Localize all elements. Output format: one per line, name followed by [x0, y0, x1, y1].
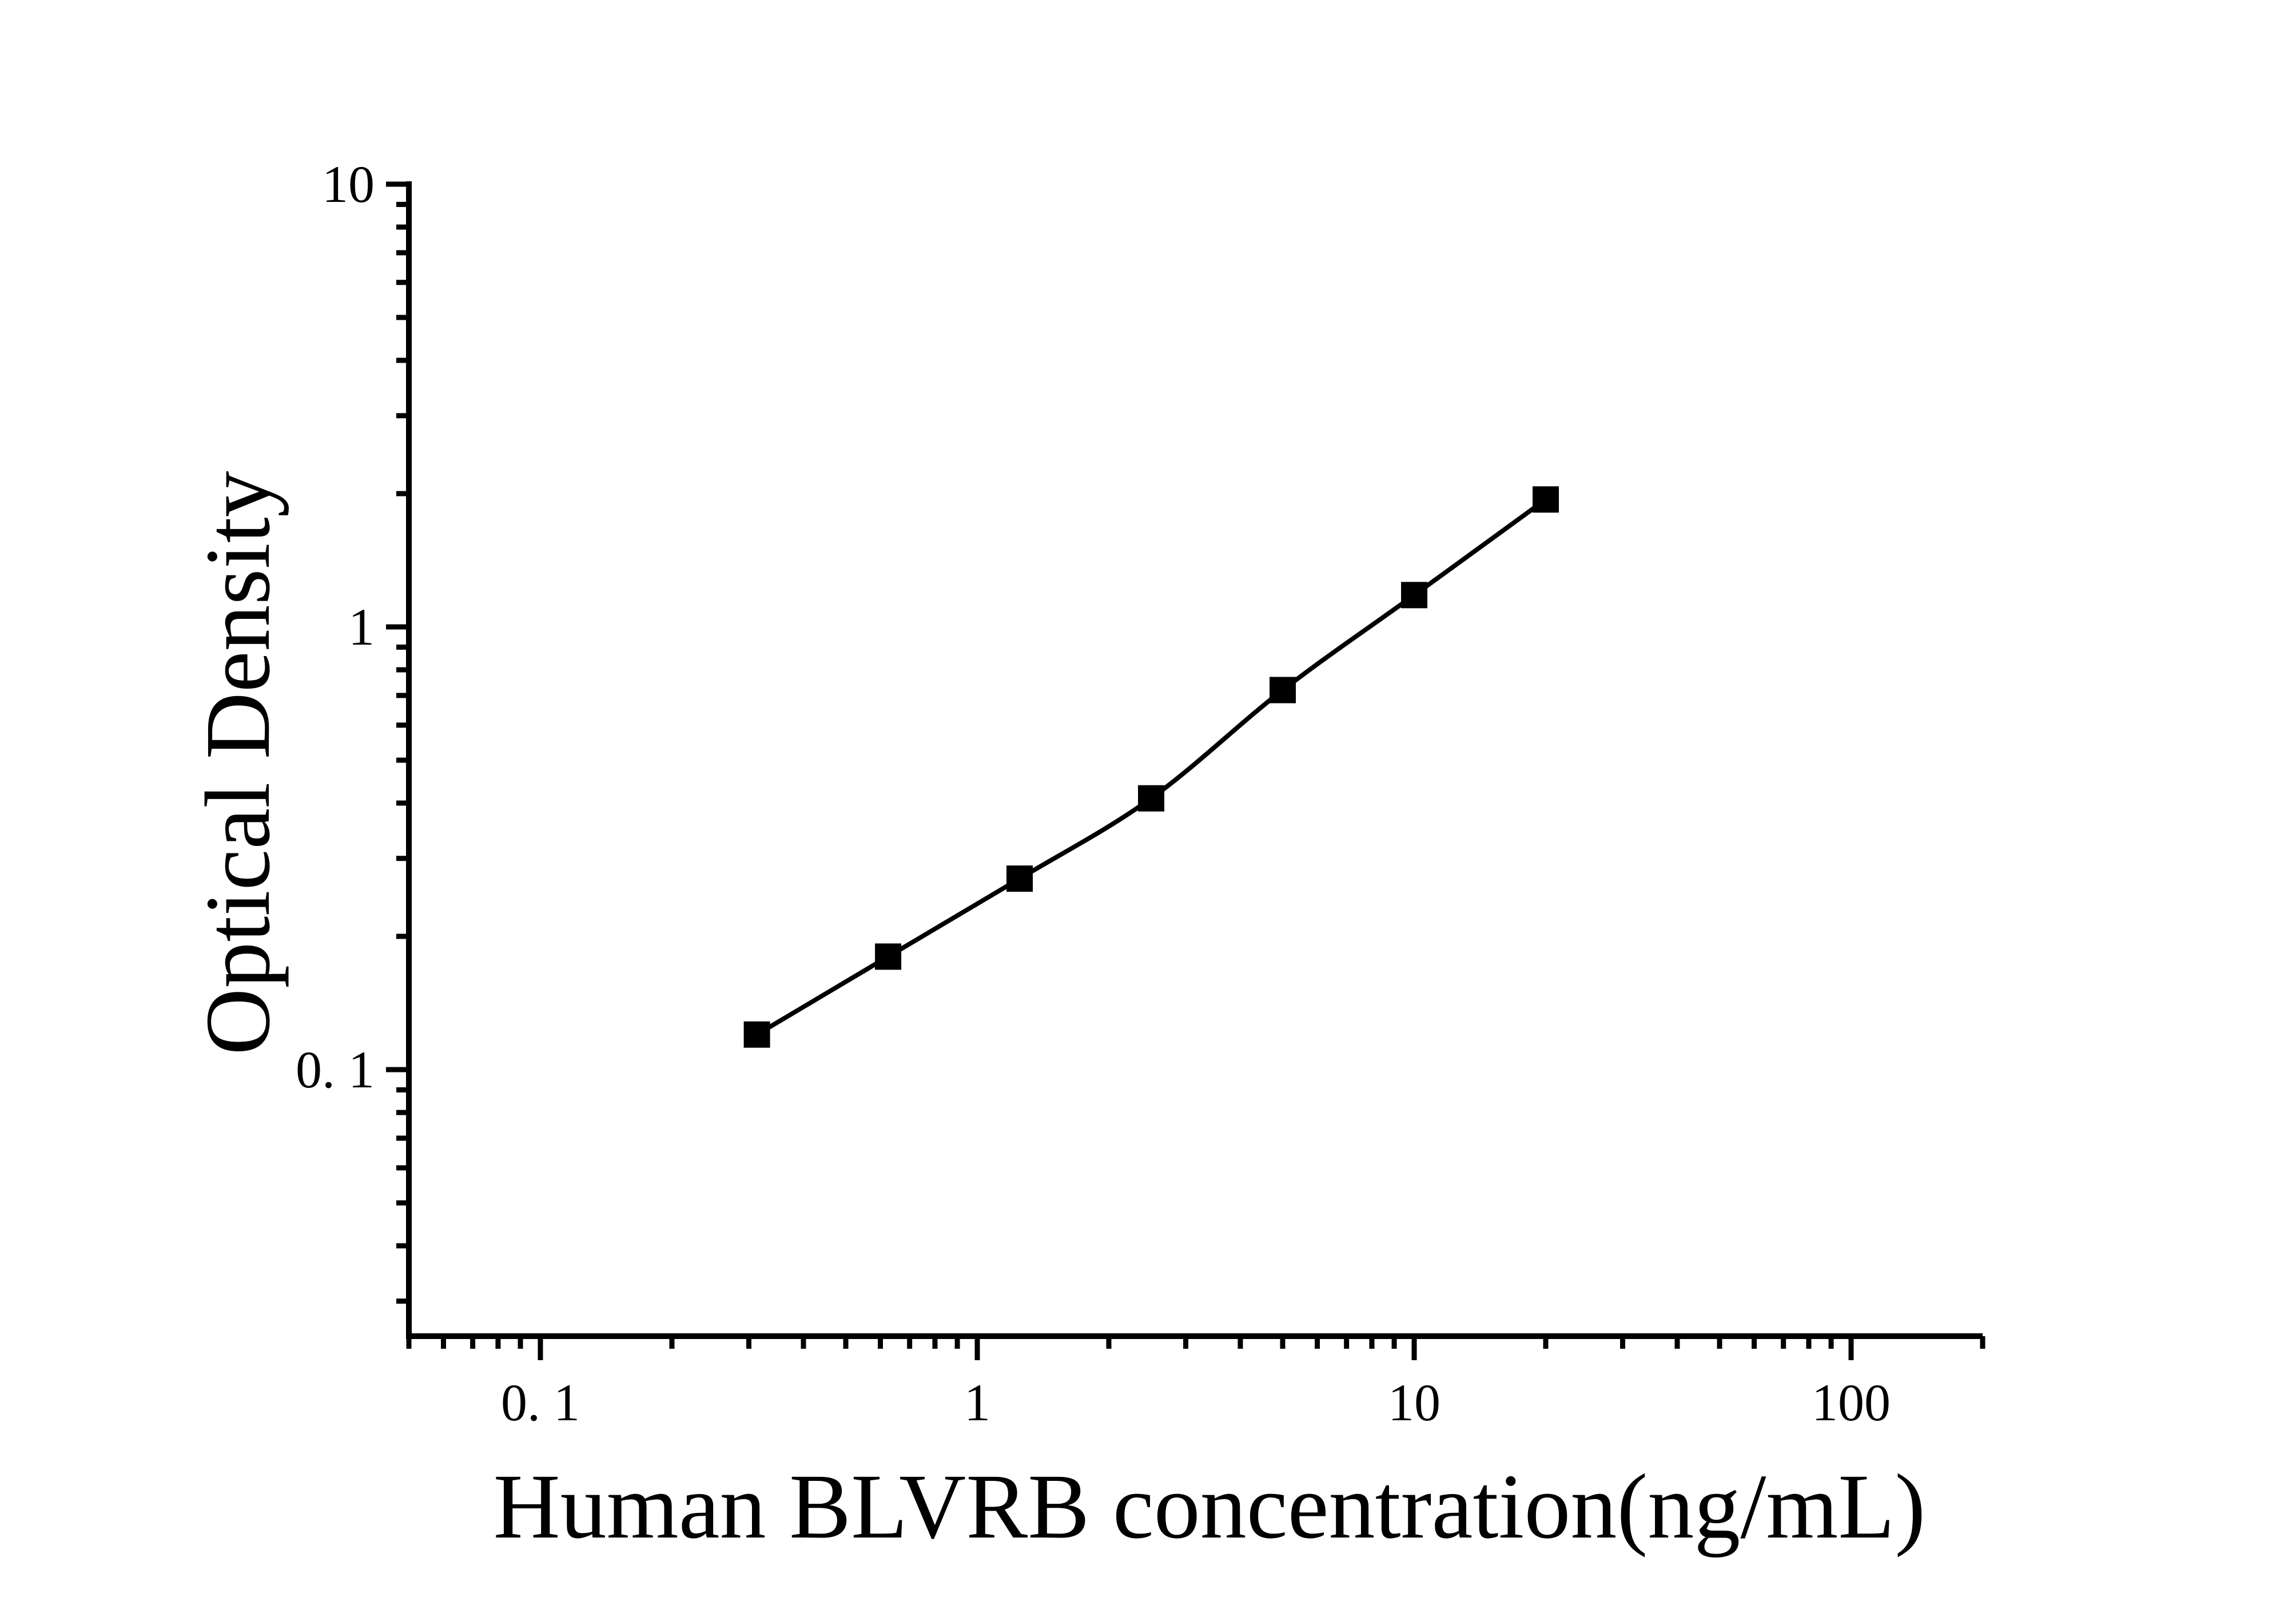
- data-point-marker: [1401, 582, 1428, 609]
- data-point-marker: [1532, 486, 1559, 513]
- y-tick-label: 10: [322, 155, 375, 213]
- x-tick-label: 1: [964, 1373, 990, 1432]
- data-point-marker: [1006, 865, 1033, 892]
- data-point-marker: [1270, 677, 1296, 704]
- y-axis-title: Optical Density: [187, 471, 289, 1055]
- data-point-marker: [875, 943, 902, 970]
- plot-area: 0. 1 1 10 100 0. 1 1 10: [296, 155, 1985, 1432]
- x-tick-label: 10: [1388, 1373, 1441, 1432]
- data-point-marker: [1138, 785, 1165, 812]
- x-tick-label: 100: [1812, 1373, 1891, 1432]
- y-tick-label: 1: [348, 598, 375, 656]
- y-tick-label: 0. 1: [296, 1040, 375, 1099]
- x-tick-label: 0. 1: [501, 1373, 580, 1432]
- x-axis-title: Human BLVRB concentration(ng/mL): [494, 1456, 1926, 1558]
- data-point-marker: [743, 1021, 770, 1048]
